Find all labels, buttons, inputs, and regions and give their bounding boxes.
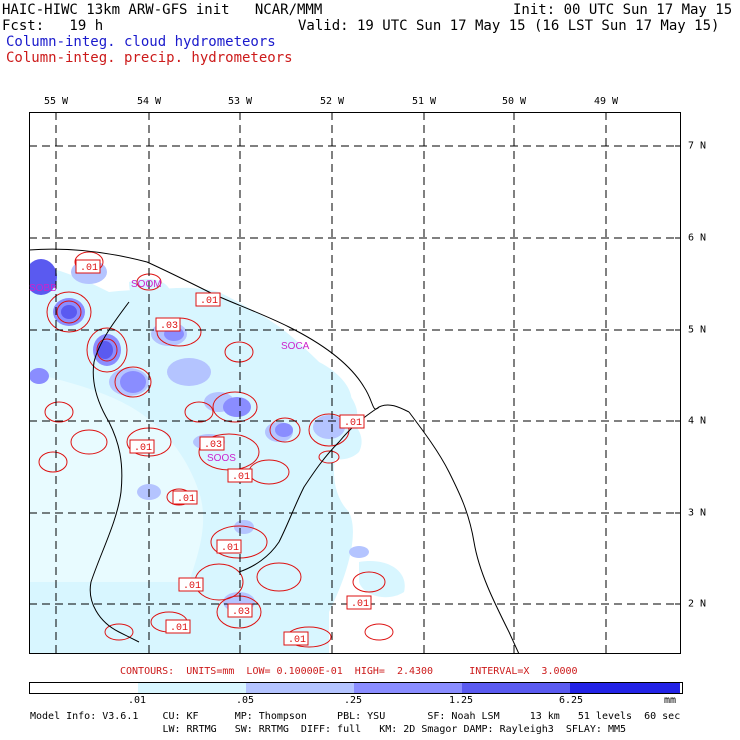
map-border [29,112,681,654]
contour-label: .01 [221,543,239,554]
model-info-line2: LW: RRTMG SW: RRTMG DIFF: full KM: 2D Sm… [30,724,627,735]
contour-label: .01 [80,263,98,274]
lat-label-6n: 6 N [688,232,707,244]
lon-label-50w: 50 W [501,96,527,107]
contour-label: .03 [160,321,178,332]
precip-contours [38,251,394,648]
station-label-sobb: SOBB [29,283,57,294]
contour-label: .01 [134,443,152,454]
valid-time: Valid: 19 UTC Sun 17 May 15 (16 LST Sun … [298,18,720,34]
contour-label-boxes [75,259,372,646]
contour-label: .01 [351,599,369,610]
colorbar-tick: .25 [343,695,363,706]
lon-label-54w: 54 W [136,96,162,107]
cloud-hydrometeors-label: Column-integ. cloud hydrometeors [6,34,276,50]
map-panel: .01 .01 .03 .01 .01 .03 .01 .01 .01 .01 … [29,112,681,654]
contour-label: .01 [200,296,218,307]
model-info-line1: Model Info: V3.6.1 CU: KF MP: Thompson P… [30,711,681,722]
colorbar-bin-1 [138,683,246,693]
station-label-soos: SOOS [207,453,236,464]
colorbar-tick: 6.25 [558,695,584,706]
colorbar-bin-3 [354,683,462,693]
station-label-soca: SOCA [281,341,310,352]
colorbar-bin-2 [246,683,354,693]
model-title: HAIC-HIWC 13km ARW-GFS init NCAR/MMM [2,2,323,18]
lat-label-3n: 3 N [688,507,707,519]
lon-label-49w: 49 W [593,96,619,107]
lat-label-2n: 2 N [688,598,707,610]
forecast-hour: Fcst: 19 h [2,18,104,34]
colorbar-tick: .01 [127,695,147,706]
contour-label: .01 [232,472,250,483]
colorbar-bin-4 [462,683,570,693]
colorbar-tick: .05 [235,695,255,706]
contour-label: .03 [232,607,250,618]
lon-label-52w: 52 W [319,96,345,107]
contour-label: .01 [288,635,306,646]
contour-label: .03 [204,440,222,451]
contour-label: .01 [170,623,188,634]
colorbar-bin-0 [30,683,138,693]
contour-label: .01 [344,418,362,429]
lon-label-55w: 55 W [43,96,69,107]
station-label-soom: SOOM [131,279,162,290]
contour-label: .01 [183,581,201,592]
precip-hydrometeors-label: Column-integ. precip. hydrometeors [6,50,293,66]
colorbar [29,682,683,694]
contours-info: CONTOURS: UNITS=mm LOW= 0.10000E-01 HIGH… [120,666,578,677]
map-svg: .01 .01 .03 .01 .01 .03 .01 .01 .01 .01 … [29,112,681,654]
colorbar-unit: mm [663,695,677,706]
coastline [29,248,520,654]
colorbar-bin-5 [570,683,680,693]
lon-label-53w: 53 W [227,96,253,107]
contour-label-texts: .01 .01 .03 .01 .01 .03 .01 .01 .01 .01 … [80,263,369,646]
colorbar-tick: 1.25 [448,695,474,706]
lat-label-4n: 4 N [688,415,707,427]
station-labels: SOOM SOCA SOOS SOBB [29,279,310,464]
lon-label-51w: 51 W [411,96,437,107]
cloud-dark-blue [29,259,113,359]
lat-label-5n: 5 N [688,324,707,336]
contour-label: .01 [177,494,195,505]
init-time: Init: 00 UTC Sun 17 May 15 [513,2,733,18]
lat-label-7n: 7 N [688,140,707,152]
